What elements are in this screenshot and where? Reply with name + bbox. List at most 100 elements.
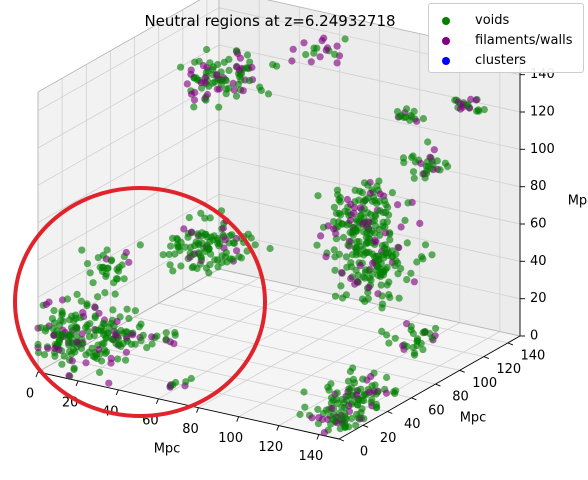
void-point — [131, 307, 139, 315]
filament-point — [107, 354, 115, 362]
void-point — [194, 230, 202, 238]
filament-point — [365, 218, 373, 226]
void-point — [391, 334, 399, 342]
void-point — [403, 342, 411, 351]
void-point — [78, 246, 86, 254]
filament-point — [356, 204, 364, 212]
void-point — [403, 105, 411, 113]
legend-label-filaments: filaments/walls — [475, 33, 573, 48]
void-point — [464, 101, 472, 109]
filament-point — [347, 274, 355, 283]
void-point — [341, 207, 349, 215]
z-tick-label: 60 — [530, 217, 547, 232]
void-point — [175, 243, 183, 251]
filament-point — [356, 262, 364, 270]
void-point — [122, 328, 130, 336]
void-point — [109, 306, 117, 314]
scatter-points — [34, 34, 488, 437]
y-tick-mark — [387, 411, 393, 414]
x-tick-label: 80 — [182, 422, 199, 437]
void-point — [135, 323, 143, 331]
filament-point — [430, 146, 438, 154]
grid-line-z — [37, 7, 220, 112]
filament-point — [315, 414, 323, 422]
void-point — [66, 316, 74, 324]
grid-line-y — [206, 275, 508, 344]
void-point — [105, 323, 113, 331]
void-point — [177, 262, 185, 270]
filament-point — [324, 222, 332, 230]
void-point — [243, 51, 252, 59]
void-point — [333, 186, 341, 194]
filament-point — [365, 283, 373, 291]
void-point — [314, 405, 322, 413]
filament-point — [369, 259, 377, 267]
void-point — [419, 329, 427, 337]
void-point — [296, 410, 304, 419]
y-tick-mark — [411, 397, 417, 401]
void-point — [171, 250, 179, 258]
void-point — [192, 74, 200, 82]
filament-point — [317, 232, 325, 240]
void-point — [352, 245, 360, 253]
legend-item-clusters: clusters — [429, 52, 585, 70]
filament-point — [320, 429, 328, 437]
filament-point — [338, 269, 346, 277]
filament-point — [201, 74, 209, 82]
legend-item-voids: voids — [429, 12, 585, 30]
void-point — [351, 186, 359, 194]
void-point — [327, 380, 335, 388]
void-point — [102, 270, 110, 278]
void-point — [378, 304, 386, 312]
void-point — [337, 282, 345, 290]
void-point — [359, 273, 367, 281]
y-axis-line — [338, 335, 521, 440]
filament-point — [300, 39, 308, 47]
void-point — [330, 203, 338, 211]
void-point — [343, 396, 351, 404]
x-tick-mark — [276, 425, 280, 431]
void-point — [169, 381, 177, 389]
void-point — [232, 47, 241, 55]
void-point — [341, 404, 349, 412]
void-point — [90, 331, 98, 340]
void-point — [169, 267, 177, 275]
void-point — [86, 269, 94, 277]
grid-line-x — [238, 313, 420, 418]
filament-point — [187, 66, 195, 74]
void-point — [162, 329, 170, 337]
void-point — [365, 226, 373, 235]
void-point — [198, 254, 206, 262]
void-point — [50, 307, 58, 315]
void-point — [376, 207, 384, 215]
void-point — [338, 220, 346, 228]
void-point — [101, 289, 109, 297]
y-tick-label: 40 — [404, 417, 421, 432]
void-point — [137, 337, 145, 345]
chart-title: Neutral regions at z=6.24932718 — [144, 12, 396, 30]
void-point — [407, 269, 415, 277]
void-point — [394, 270, 402, 278]
void-point — [73, 332, 81, 340]
void-point — [60, 352, 68, 360]
void-point — [371, 229, 379, 237]
void-point — [91, 314, 99, 322]
filament-point — [236, 54, 244, 62]
void-point — [143, 344, 151, 352]
void-point — [98, 357, 106, 365]
void-point — [362, 240, 370, 248]
legend: voids filaments/walls clusters — [428, 3, 584, 73]
filament-point — [333, 59, 341, 67]
void-point — [159, 251, 167, 259]
y-tick-label: 60 — [428, 403, 445, 418]
filament-point — [91, 303, 99, 311]
void-point — [422, 169, 431, 178]
void-point — [360, 251, 368, 259]
void-point — [424, 163, 432, 171]
filament-point — [365, 388, 373, 396]
filament-point — [346, 216, 354, 224]
void-point — [257, 86, 265, 95]
void-point — [72, 323, 81, 331]
filament-point — [105, 379, 113, 387]
